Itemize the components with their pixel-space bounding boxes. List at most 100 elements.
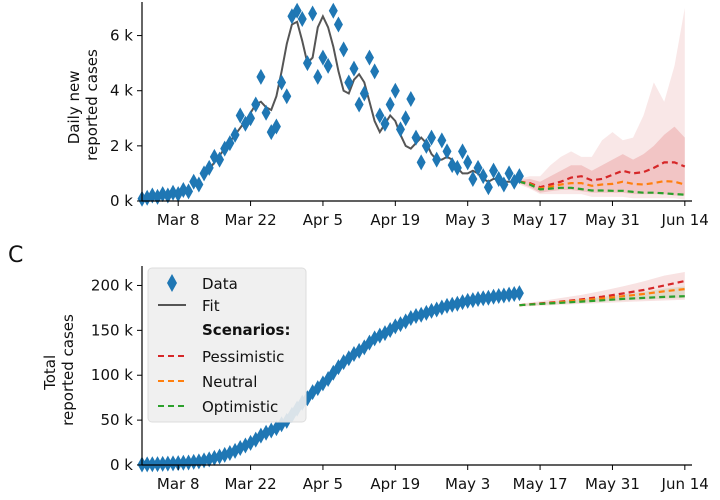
total-cases-panel: C Total reported cases 0 k 50 k 100 k 150 k…: [8, 243, 709, 493]
data-point: [442, 297, 452, 314]
y-tick-label: 200 k: [91, 276, 133, 294]
x-tick-label: Mar 8: [157, 211, 200, 229]
x-tick-label: Apr 5: [303, 211, 343, 229]
data-point: [489, 162, 499, 179]
data-point: [401, 110, 411, 127]
x-tick-label: Jun 14: [661, 475, 709, 493]
neutral-line: [519, 288, 685, 307]
x-tick-label: May 3: [445, 475, 490, 493]
data-point: [478, 168, 488, 185]
legend-data-label: Data: [202, 275, 238, 293]
x-tick-label: May 17: [513, 475, 568, 493]
legend-pessimistic-label: Pessimistic: [202, 348, 284, 366]
data-point: [390, 82, 400, 99]
data-point: [427, 129, 437, 146]
data-point: [246, 110, 256, 127]
data-point: [385, 96, 395, 113]
data-point: [463, 154, 473, 171]
data-point: [406, 90, 416, 107]
legend-scenarios-heading: Scenarios:: [202, 321, 290, 339]
data-point: [468, 170, 478, 187]
x-tick-label: Apr 19: [370, 211, 420, 229]
data-point: [416, 154, 426, 171]
data-point: [302, 55, 312, 72]
pessimistic-line: [519, 161, 686, 189]
pessimistic-line: [519, 279, 686, 307]
data-point: [168, 455, 178, 472]
data-point: [349, 60, 359, 77]
daily-axes: 0 k 2 k 4 k 6 k Mar 8 Mar 22 Apr 5 Apr 19 May 3 M…: [110, 2, 709, 229]
y-tick-label: 2 k: [110, 137, 133, 155]
x-tick-label: Apr 19: [370, 475, 420, 493]
data-point: [142, 456, 152, 473]
data-point: [194, 176, 204, 193]
daily-cases-panel: Daily new reported cases 0 k 2 k 4 k 6 k Mar…: [65, 2, 709, 229]
data-point: [204, 159, 214, 176]
data-point: [483, 289, 493, 306]
data-point: [235, 107, 245, 124]
daily-lines: [203, 13, 686, 196]
data-point: [313, 68, 323, 85]
x-tick-label: May 17: [513, 211, 568, 229]
x-tick-label: May 3: [445, 211, 490, 229]
y-tick-label: 150 k: [91, 321, 133, 339]
legend-data-marker: [167, 274, 177, 292]
data-point: [489, 288, 499, 305]
legend-box: [147, 267, 307, 423]
data-point: [158, 455, 168, 472]
data-point: [473, 159, 483, 176]
data-point: [395, 121, 405, 138]
data-point: [323, 57, 333, 74]
daily-scenario-bands: [519, 8, 685, 200]
legend-fit-label: Fit: [202, 297, 220, 315]
data-point: [447, 296, 457, 313]
total-scenario-bands: [519, 272, 685, 307]
data-point: [230, 126, 240, 143]
data-point: [375, 107, 385, 124]
data-point: [452, 159, 462, 176]
data-point: [499, 287, 509, 304]
data-point: [411, 129, 421, 146]
data-point: [463, 292, 473, 309]
data-point: [437, 132, 447, 149]
y-tick-label: 100 k: [91, 366, 133, 384]
x-tick-label: Mar 8: [157, 475, 200, 493]
data-point: [499, 176, 509, 193]
x-tick-label: May 31: [585, 475, 640, 493]
data-point: [256, 68, 266, 85]
data-point: [504, 165, 514, 182]
data-point: [354, 96, 364, 113]
data-point: [184, 454, 194, 471]
total-data-points: [137, 285, 524, 473]
data-point: [473, 291, 483, 308]
fit-line: [203, 13, 520, 183]
data-point: [380, 115, 390, 132]
data-point: [328, 2, 338, 19]
x-tick-label: Mar 22: [224, 475, 276, 493]
legend: Data Fit Scenarios: Pessimistic Neutral …: [147, 267, 307, 423]
daily-y-axis-label: Daily new reported cases: [65, 49, 101, 161]
data-point: [215, 151, 225, 168]
data-point: [509, 285, 519, 302]
legend-optimistic-label: Optimistic: [202, 398, 278, 416]
data-point: [421, 137, 431, 154]
data-point: [468, 292, 478, 309]
data-point: [318, 49, 328, 66]
data-point: [478, 290, 488, 307]
data-point: [504, 286, 514, 303]
data-point: [359, 85, 369, 102]
total-y-axis-label: Total reported cases: [41, 314, 77, 426]
data-point: [333, 16, 343, 33]
data-point: [147, 456, 157, 473]
x-tick-label: May 31: [585, 211, 640, 229]
data-point: [184, 183, 194, 200]
optimistic-line: [519, 295, 685, 307]
neutral-line: [519, 179, 686, 190]
data-point: [364, 49, 374, 66]
x-tick-label: Apr 5: [303, 475, 343, 493]
y-tick-label: 50 k: [100, 411, 133, 429]
legend-neutral-label: Neutral: [202, 373, 257, 391]
data-point: [189, 453, 199, 470]
data-point: [251, 96, 261, 113]
